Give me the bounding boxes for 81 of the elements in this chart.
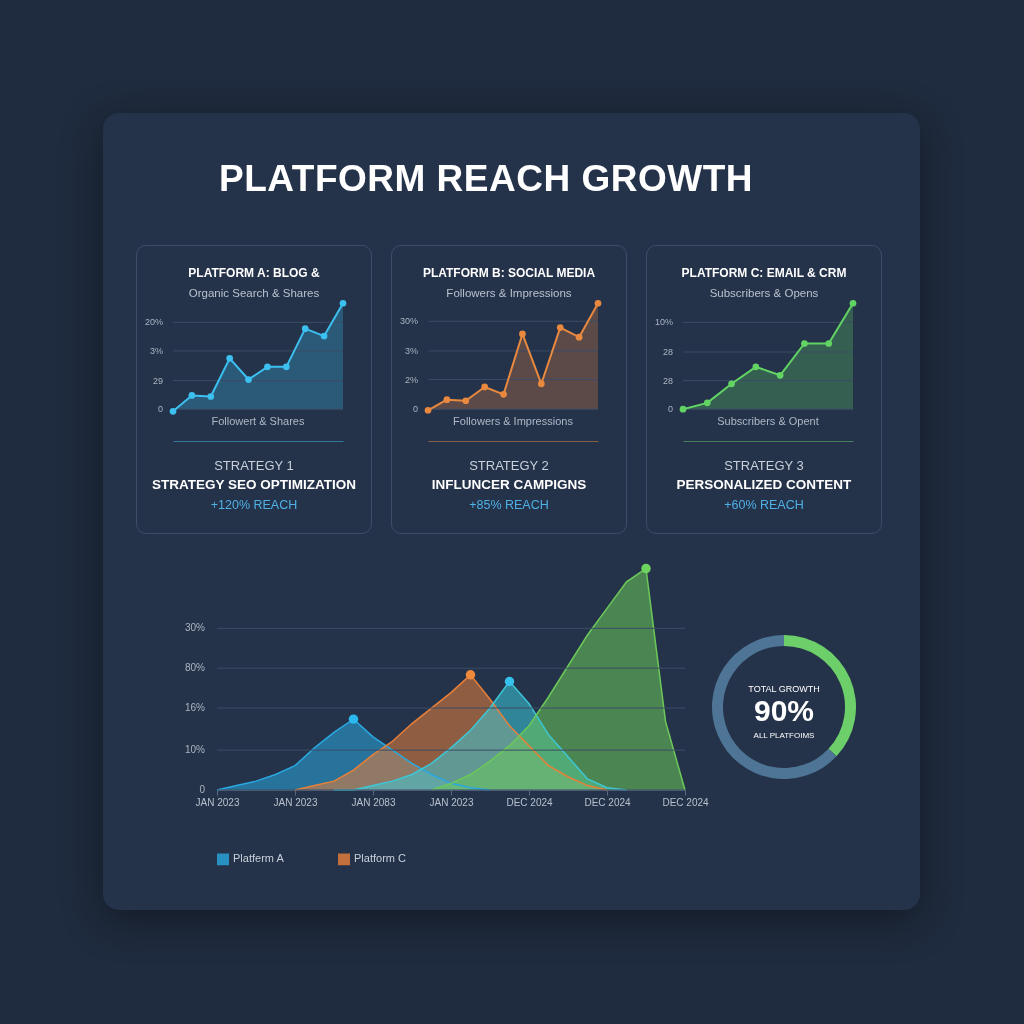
point	[348, 714, 359, 724]
text: 3%	[404, 345, 418, 356]
point	[849, 299, 857, 307]
x-tick-label: DEC 2024	[506, 796, 554, 808]
point	[776, 371, 784, 379]
point	[245, 376, 252, 383]
text: 0	[412, 404, 418, 415]
point	[679, 405, 687, 413]
point	[594, 299, 602, 307]
point	[282, 363, 290, 371]
point	[537, 380, 545, 388]
point	[519, 330, 526, 338]
text: STRATEGY 3	[723, 458, 805, 473]
chart-title: PLATFORM A: BLOG &	[187, 266, 321, 280]
point	[226, 355, 234, 362]
text: PLATFORM REACH GROWTH	[218, 158, 754, 200]
text: 29	[152, 375, 163, 386]
text: INFLUNCER CAMPIGNS	[430, 477, 588, 492]
text: 20%	[144, 317, 163, 328]
text: TOTAL GROWTH	[748, 684, 820, 694]
x-tick-label: DEC 2024	[584, 796, 632, 808]
point	[575, 333, 583, 341]
chart-title: PLATFORM C: EMAIL & CRM	[680, 266, 848, 280]
x-tick-label: JAN 2023	[429, 796, 474, 808]
text: 10%	[654, 317, 673, 328]
text: +60% REACH	[723, 498, 805, 512]
point	[556, 324, 564, 331]
point	[169, 407, 177, 415]
point	[424, 406, 432, 414]
text: ALL PLATFOIMS	[753, 731, 815, 740]
point	[481, 383, 489, 391]
text: STRATEGY 2	[468, 458, 550, 473]
point	[801, 340, 808, 347]
text: PERSONALIZED CONTENT	[675, 477, 853, 492]
text: 30%	[184, 622, 206, 634]
text: 16%	[184, 702, 206, 714]
chart-subtitle: Organic Search & Shares	[187, 287, 321, 299]
point	[465, 670, 476, 680]
text: +120% REACH	[209, 498, 299, 512]
text: 10%	[184, 744, 206, 756]
chart-subtitle: Followers & Impressions	[445, 287, 573, 299]
text: 2%	[404, 374, 418, 385]
point	[339, 299, 347, 307]
point	[320, 332, 328, 340]
text: STRATEGY SEO OPTIMIZATION	[151, 477, 357, 492]
legend-label: Platferm A	[233, 852, 285, 865]
text: Subscribers & Opent	[717, 415, 819, 427]
donut-slice	[712, 635, 837, 779]
point	[641, 563, 651, 574]
x-tick-label: JAN 2023	[273, 796, 318, 808]
point	[264, 363, 271, 371]
point	[703, 399, 711, 407]
text: Followers & Impressions	[453, 415, 574, 427]
x-tick-label: JAN 2083	[351, 796, 396, 808]
text: 30%	[399, 316, 418, 327]
point	[752, 363, 760, 371]
text: 3%	[149, 345, 163, 356]
point	[188, 392, 196, 399]
text: 0	[667, 404, 673, 415]
text: STRATEGY 1	[213, 458, 295, 473]
legend-label: Platform C	[354, 852, 407, 865]
text: 90%	[753, 694, 815, 727]
point	[504, 676, 515, 687]
text: 80%	[184, 662, 206, 674]
text: 28	[662, 375, 673, 386]
text: +85% REACH	[468, 498, 550, 512]
point	[825, 340, 833, 347]
text: Followert & Shares	[211, 415, 305, 427]
x-tick-label: DEC 2024	[662, 796, 710, 808]
text: 28	[662, 346, 673, 357]
text: 0	[157, 404, 163, 415]
point	[500, 391, 507, 398]
point	[207, 393, 215, 400]
point	[728, 380, 735, 388]
chart-subtitle: Subscribers & Opens	[708, 287, 820, 299]
chart-title: PLATFORM B: SOCIAL MEDIA	[421, 266, 597, 280]
point	[301, 325, 309, 333]
text: 0	[199, 784, 206, 795]
point	[462, 397, 470, 405]
x-tick-label: JAN 2023	[195, 796, 240, 808]
point	[443, 396, 451, 404]
